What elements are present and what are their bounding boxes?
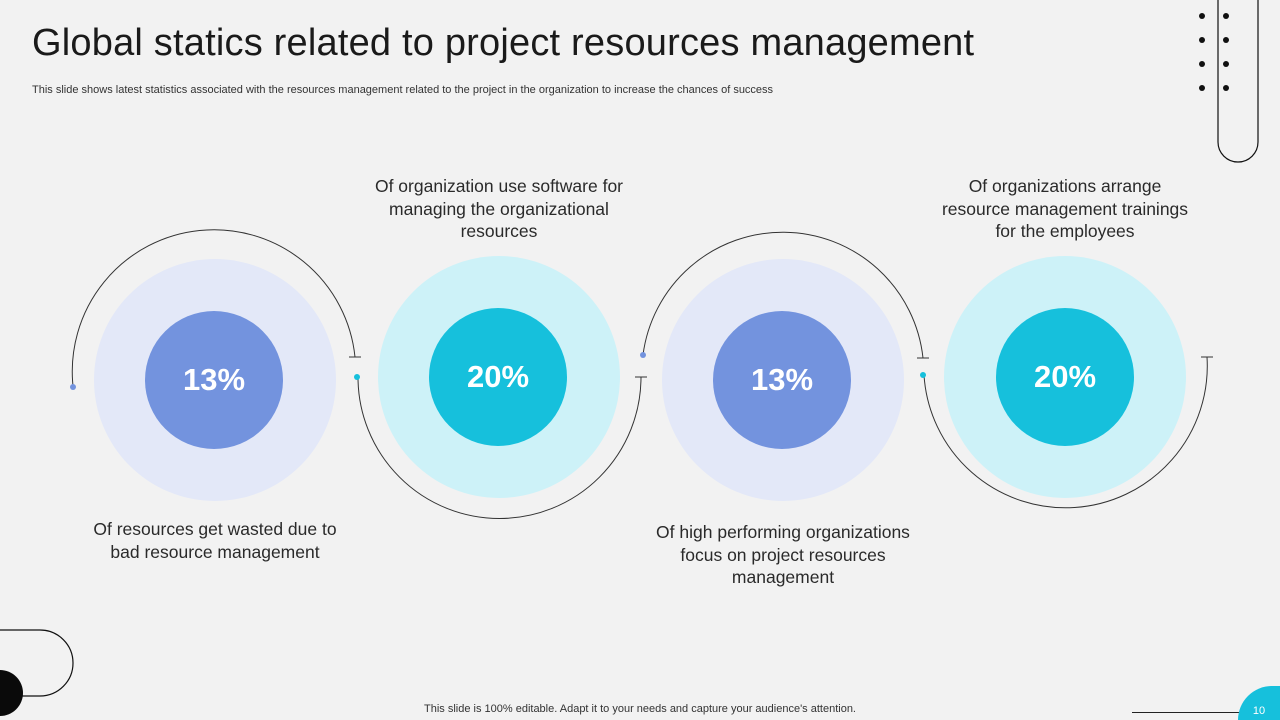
stat-3-description: Of high performing organizations focus o… bbox=[656, 522, 910, 587]
corner-outline bbox=[0, 629, 74, 697]
arc-endpoint-dots bbox=[70, 352, 926, 390]
connector-arcs bbox=[71, 229, 1213, 519]
stat-1-description: Of resources get wasted due to bad resou… bbox=[93, 519, 337, 562]
stat-2-value: 20% bbox=[429, 308, 567, 446]
footer-note: This slide is 100% editable. Adapt it to… bbox=[424, 703, 856, 715]
stat-3-value: 13% bbox=[713, 311, 851, 449]
dot-grid-icon bbox=[1199, 13, 1229, 91]
stat-4-description: Of organizations arrange resource manage… bbox=[941, 176, 1189, 241]
page-title: Global statics related to project resour… bbox=[32, 22, 975, 64]
corner-dot bbox=[0, 670, 23, 716]
page-subtitle: This slide shows latest statistics assoc… bbox=[32, 84, 774, 96]
footer-divider bbox=[1132, 712, 1240, 713]
stat-4-value: 20% bbox=[996, 308, 1134, 446]
capsule-outline bbox=[1217, 0, 1259, 163]
stat-2-description: Of organization use software for managin… bbox=[374, 176, 624, 241]
stat-1-value: 13% bbox=[145, 311, 283, 449]
